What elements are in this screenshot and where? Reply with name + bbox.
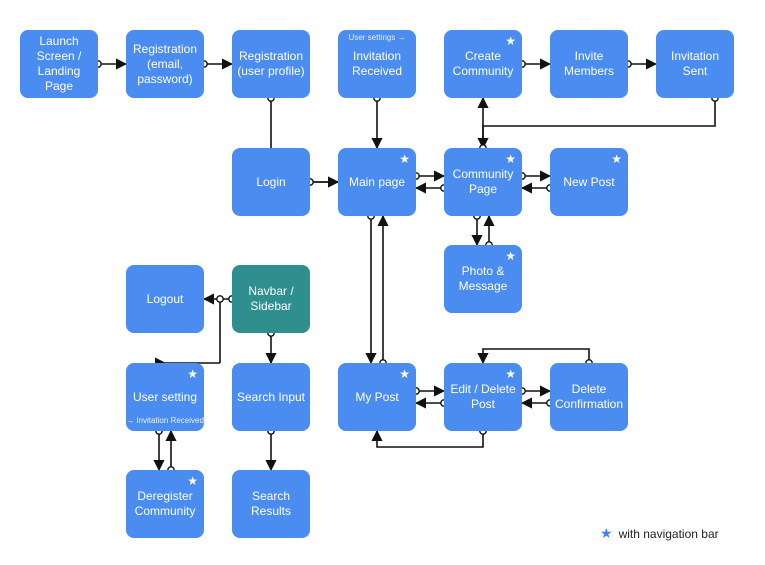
node-invmem: Invite Members	[550, 30, 628, 98]
node-userset: User setting ★ → Invitation Received	[126, 363, 204, 431]
node-label: My Post	[355, 390, 398, 405]
node-label: Edit / Delete Post	[448, 382, 518, 412]
node-reg1: Registration (email, password)	[126, 30, 204, 98]
node-note: → Invitation Received	[126, 416, 204, 426]
star-icon: ★	[505, 152, 516, 167]
node-label: Search Input	[237, 390, 305, 405]
node-logout: Logout	[126, 265, 204, 333]
node-label: Login	[256, 175, 285, 190]
legend: ★ with navigation bar	[600, 525, 719, 542]
node-label: Invite Members	[554, 49, 624, 79]
node-searchin: Search Input	[232, 363, 310, 431]
node-deregcom: Deregister Community★	[126, 470, 204, 538]
node-invsent: Invitation Sent	[656, 30, 734, 98]
node-label: Photo & Message	[448, 264, 518, 294]
node-label: Create Community	[448, 49, 518, 79]
node-editpost: Edit / Delete Post★	[444, 363, 522, 431]
star-icon: ★	[399, 152, 410, 167]
node-label: Delete Confirmation	[554, 382, 624, 412]
node-reg2: Registration (user profile)	[232, 30, 310, 98]
node-label: Community Page	[448, 167, 518, 197]
star-icon: ★	[505, 34, 516, 49]
node-label: Logout	[147, 292, 184, 307]
node-main: Main page ★	[338, 148, 416, 216]
legend-label: with navigation bar	[619, 527, 719, 541]
node-label: Registration (user profile)	[236, 49, 306, 79]
star-icon: ★	[505, 249, 516, 264]
star-icon: ★	[505, 367, 516, 382]
node-label: Invitation Received	[342, 49, 412, 79]
star-icon: ★	[187, 474, 198, 489]
star-icon: ★	[611, 152, 622, 167]
node-login: Login	[232, 148, 310, 216]
node-label: Navbar / Sidebar	[236, 284, 306, 314]
node-label: Deregister Community	[130, 489, 200, 519]
node-navbar: Navbar / Sidebar	[232, 265, 310, 333]
node-label: Launch Screen / Landing Page	[24, 34, 94, 94]
node-compage: Community Page★	[444, 148, 522, 216]
node-launch: Launch Screen / Landing Page	[20, 30, 98, 98]
node-searchres: Search Results	[232, 470, 310, 538]
star-icon: ★	[187, 367, 198, 382]
node-label: Main page	[349, 175, 405, 190]
node-label: Invitation Sent	[660, 49, 730, 79]
node-createcom: Create Community★	[444, 30, 522, 98]
node-invrec: Invitation Received User settings →	[338, 30, 416, 98]
node-delconf: Delete Confirmation	[550, 363, 628, 431]
node-photomsg: Photo & Message★	[444, 245, 522, 313]
node-mypost: My Post★	[338, 363, 416, 431]
node-note: User settings →	[338, 33, 416, 43]
node-label: New Post	[563, 175, 614, 190]
node-label: Registration (email, password)	[130, 42, 200, 87]
node-label: Search Results	[236, 489, 306, 519]
star-icon: ★	[399, 367, 410, 382]
star-icon: ★	[600, 525, 613, 542]
node-newpost: New Post ★	[550, 148, 628, 216]
flowchart-canvas: ★ with navigation bar Launch Screen / La…	[0, 0, 765, 565]
node-label: User setting	[133, 390, 197, 405]
